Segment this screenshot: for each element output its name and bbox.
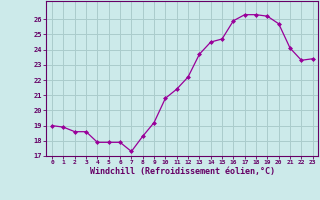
X-axis label: Windchill (Refroidissement éolien,°C): Windchill (Refroidissement éolien,°C) [90,167,275,176]
